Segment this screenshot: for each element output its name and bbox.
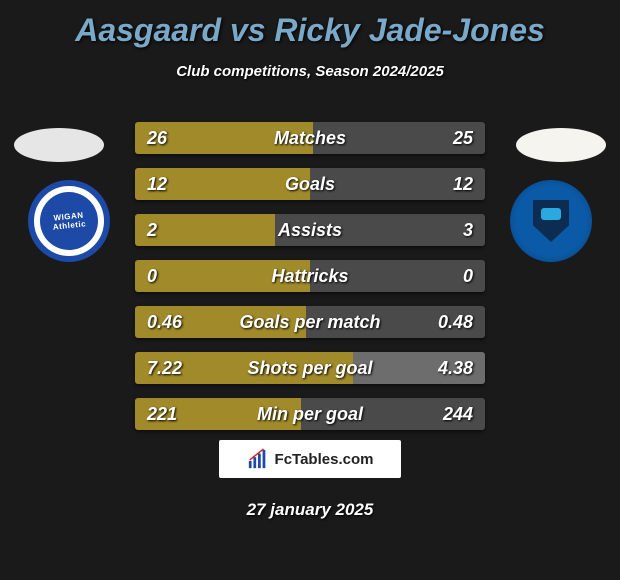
stat-label: Assists (135, 214, 485, 246)
stat-row: Shots per goal7.22 4.38 (135, 352, 485, 384)
stat-value-right: 0.48 (438, 306, 473, 338)
stat-row: Assists2 3 (135, 214, 485, 246)
stat-value-left: 0 (147, 260, 157, 292)
stat-value-right: 25 (453, 122, 473, 154)
player-left-placeholder (14, 128, 104, 162)
club-badge-right (510, 180, 592, 262)
stat-value-right: 12 (453, 168, 473, 200)
stat-value-right: 3 (463, 214, 473, 246)
stat-value-left: 26 (147, 122, 167, 154)
stat-label: Matches (135, 122, 485, 154)
stat-row: Min per goal221 244 (135, 398, 485, 430)
page-subtitle: Club competitions, Season 2024/2025 (0, 63, 620, 80)
stat-value-left: 7.22 (147, 352, 182, 384)
date-label: 27 january 2025 (0, 500, 620, 520)
stat-row: Matches26 25 (135, 122, 485, 154)
page-title: Aasgaard vs Ricky Jade-Jones (0, 0, 620, 49)
stat-value-left: 12 (147, 168, 167, 200)
comparison-bars: Matches26 25 Goals12 12 Assists2 3 Hattricks0 0… (135, 122, 485, 444)
stat-label: Hattricks (135, 260, 485, 292)
club-badge-left-text2: Athletic (52, 219, 86, 231)
stat-value-right: 244 (443, 398, 473, 430)
stat-label: Goals (135, 168, 485, 200)
brand-text: FcTables.com (275, 451, 374, 468)
player-right-placeholder (516, 128, 606, 162)
club-badge-left: WIGAN Athletic (28, 180, 110, 262)
stat-value-left: 221 (147, 398, 177, 430)
stat-label: Shots per goal (135, 352, 485, 384)
stat-value-right: 0 (463, 260, 473, 292)
brand-badge: FcTables.com (219, 440, 401, 478)
stat-row: Goals per match0.46 0.48 (135, 306, 485, 338)
stat-row: Goals12 12 (135, 168, 485, 200)
stat-label: Goals per match (135, 306, 485, 338)
stat-value-right: 4.38 (438, 352, 473, 384)
stat-value-left: 2 (147, 214, 157, 246)
stat-value-left: 0.46 (147, 306, 182, 338)
stat-row: Hattricks0 0 (135, 260, 485, 292)
stat-label: Min per goal (135, 398, 485, 430)
fctables-logo-icon (247, 448, 269, 470)
